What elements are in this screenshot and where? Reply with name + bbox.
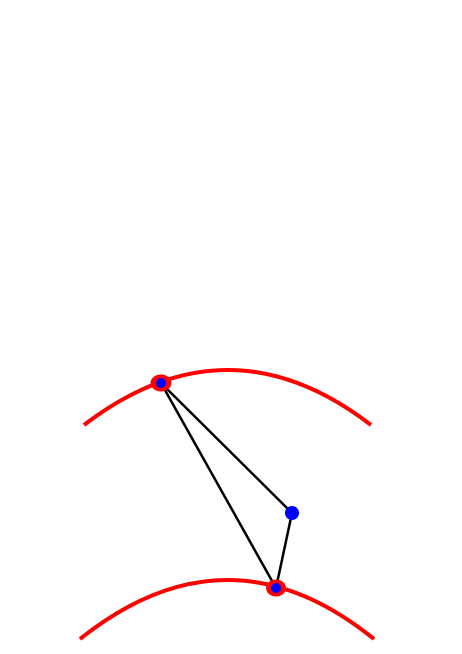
edge	[159, 382, 278, 589]
edge	[274, 512, 294, 589]
edge	[160, 382, 293, 514]
anchor-point[interactable]	[271, 583, 281, 593]
lower-arc	[78, 578, 376, 641]
free-point[interactable]	[285, 506, 299, 520]
anchor-point[interactable]	[156, 378, 166, 388]
upper-arc	[82, 368, 373, 427]
